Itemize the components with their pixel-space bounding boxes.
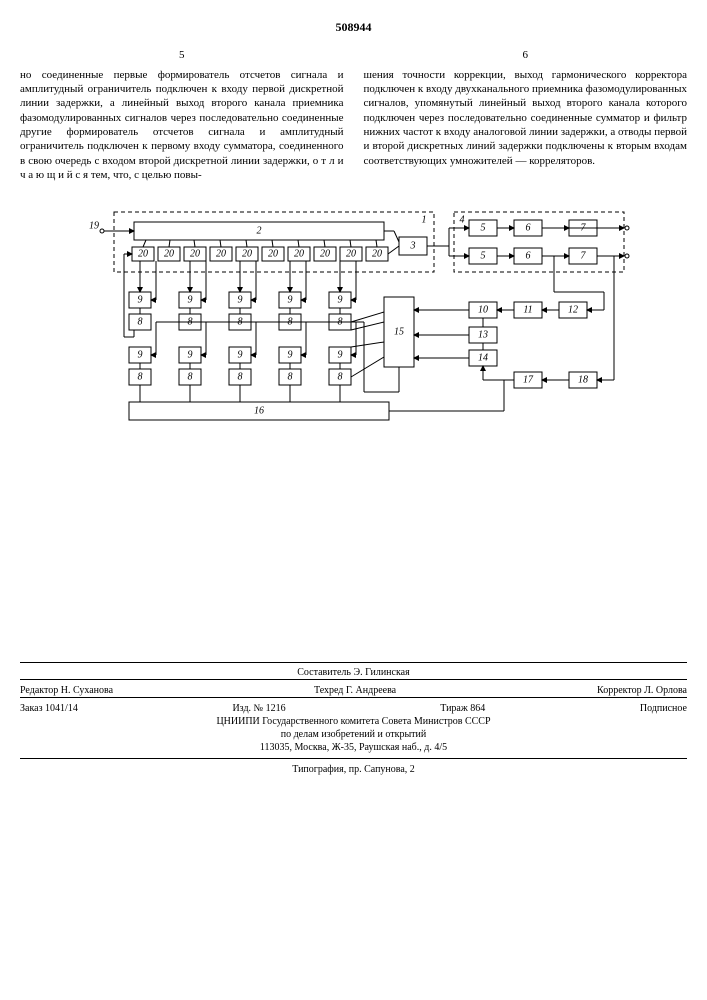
svg-text:20: 20 <box>164 249 174 260</box>
svg-text:9: 9 <box>337 295 342 306</box>
patent-number: 508944 <box>20 20 687 36</box>
svg-text:8: 8 <box>337 372 342 383</box>
label-19: 19 <box>89 221 99 232</box>
label-2: 2 <box>256 226 261 237</box>
svg-text:9: 9 <box>187 295 192 306</box>
row-9-bot: 9 9 9 9 9 <box>129 347 351 363</box>
svg-text:20: 20 <box>216 249 226 260</box>
svg-text:9: 9 <box>137 295 142 306</box>
svg-text:20: 20 <box>138 249 148 260</box>
editor: Редактор Н. Суханова <box>20 684 113 697</box>
svg-text:8: 8 <box>137 372 142 383</box>
label-16: 16 <box>254 406 264 417</box>
left-text: но соединенные первые формирователь отсч… <box>20 68 344 182</box>
svg-text:13: 13 <box>478 330 488 341</box>
addr: 113035, Москва, Ж-35, Раушская наб., д. … <box>260 742 447 753</box>
svg-text:20: 20 <box>372 249 382 260</box>
techred: Техред Г. Андреева <box>314 684 396 697</box>
compiler: Составитель Э. Гилинская <box>297 667 409 678</box>
org1: ЦНИИПИ Государственного комитета Совета … <box>216 716 490 727</box>
footer: Составитель Э. Гилинская Редактор Н. Сух… <box>20 662 687 776</box>
org2: по делам изобретений и открытий <box>281 729 427 740</box>
svg-text:20: 20 <box>268 249 278 260</box>
svg-text:5: 5 <box>480 251 485 262</box>
svg-text:12: 12 <box>568 305 578 316</box>
svg-text:8: 8 <box>237 372 242 383</box>
svg-text:20: 20 <box>320 249 330 260</box>
sub: Подписное <box>640 702 687 715</box>
svg-text:9: 9 <box>237 295 242 306</box>
order: Заказ 1041/14 <box>20 702 78 715</box>
svg-text:6: 6 <box>525 223 530 234</box>
svg-text:9: 9 <box>287 295 292 306</box>
left-col-num: 5 <box>20 48 344 62</box>
svg-text:20: 20 <box>242 249 252 260</box>
row-9-top: 9 9 9 9 9 <box>129 292 351 308</box>
block-diagram: 1 2 19 20 20 20 20 20 20 20 20 20 20 <box>20 202 687 462</box>
label-15: 15 <box>394 327 404 338</box>
svg-text:9: 9 <box>287 350 292 361</box>
svg-text:8: 8 <box>187 372 192 383</box>
left-column: 5 но соединенные первые формирователь от… <box>20 48 344 183</box>
svg-text:9: 9 <box>137 350 142 361</box>
taps-row: 20 20 20 20 20 20 20 20 20 20 <box>132 240 388 261</box>
right-column: 6 шения точности коррекции, выход гармон… <box>364 48 688 183</box>
svg-text:9: 9 <box>237 350 242 361</box>
svg-text:14: 14 <box>478 353 488 364</box>
svg-text:18: 18 <box>578 375 588 386</box>
svg-text:20: 20 <box>294 249 304 260</box>
svg-text:8: 8 <box>137 317 142 328</box>
text-columns: 5 но соединенные первые формирователь от… <box>20 48 687 183</box>
izd: Изд. № 1216 <box>232 702 285 715</box>
svg-text:20: 20 <box>346 249 356 260</box>
svg-text:6: 6 <box>525 251 530 262</box>
right-text: шения точности коррекции, выход гармонич… <box>364 68 688 168</box>
typo: Типография, пр. Сапунова, 2 <box>292 764 415 775</box>
svg-text:17: 17 <box>523 375 534 386</box>
right-col-num: 6 <box>364 48 688 62</box>
svg-text:8: 8 <box>287 372 292 383</box>
tirazh: Тираж 864 <box>440 702 485 715</box>
svg-text:9: 9 <box>187 350 192 361</box>
row-8-bot: 8 8 8 8 8 <box>129 369 351 385</box>
label-3: 3 <box>409 241 415 252</box>
svg-text:5: 5 <box>480 223 485 234</box>
corrector: Корректор Л. Орлова <box>597 684 687 697</box>
svg-text:10: 10 <box>478 305 488 316</box>
svg-text:11: 11 <box>523 305 532 316</box>
label-4: 4 <box>459 215 464 226</box>
label-1: 1 <box>421 215 426 226</box>
svg-text:20: 20 <box>190 249 200 260</box>
svg-text:9: 9 <box>337 350 342 361</box>
